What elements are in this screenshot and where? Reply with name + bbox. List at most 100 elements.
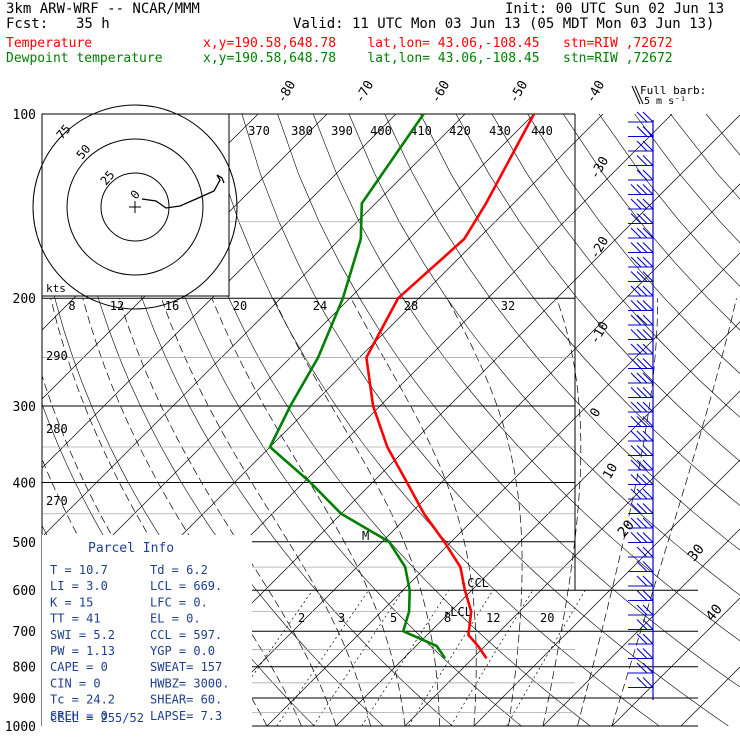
wind-barb: [636, 445, 648, 456]
wind-barb: [630, 503, 642, 514]
dewpoint-point-info: x,y=190.58,648.78 lat,lon= 43.06,-108.45…: [203, 51, 673, 66]
wind-barb: [636, 256, 648, 268]
wind-barb: [642, 227, 654, 239]
parcel-value-right: YGP = 0.0: [150, 644, 215, 658]
dry-adiabat-label: 270: [46, 494, 68, 508]
sounding-curves: [268, 114, 536, 660]
mixing-ratio-label: 2: [298, 611, 305, 625]
wind-barb: [636, 416, 648, 427]
isotherm-line: [611, 597, 740, 726]
wind-barb: [630, 358, 642, 369]
wind-barb: [642, 184, 654, 195]
wind-barb: [630, 184, 642, 195]
wind-barb: [636, 517, 648, 529]
temperature-line: [365, 114, 536, 660]
wind-barb: [642, 488, 654, 500]
pressure-tick-label: 200: [13, 292, 36, 307]
wind-barb: [636, 126, 648, 137]
dry-adiabat-line: [241, 114, 729, 726]
wind-barb: [642, 358, 654, 369]
wind-barb: [636, 184, 648, 195]
parcel-value-left: T = 10.7: [50, 563, 108, 577]
dry-adiabat-line: [598, 114, 740, 287]
wind-barb: [636, 285, 648, 297]
dry-adiabat-line: [491, 114, 740, 418]
moist-adiabat-line: [446, 298, 523, 726]
parcel-info-box: Parcel Info T = 10.7 Td = 6.2 LI = 3.0 LCL =…: [42, 535, 252, 727]
wind-barb: [642, 546, 654, 558]
wind-barb: [630, 459, 642, 471]
wind-barb: [636, 401, 648, 413]
isotherm-label: -10: [587, 319, 612, 347]
wind-barb: [636, 169, 648, 181]
wind-barb: [642, 430, 654, 442]
theta-label: 390: [331, 124, 353, 138]
m-marker: M: [362, 529, 369, 543]
isotherm-label: 10: [600, 461, 621, 482]
wind-barb: [630, 213, 642, 224]
parcel-value-left: Tc = 24.2: [50, 693, 115, 707]
wind-barb: [642, 662, 654, 674]
dry-adiabat-line: [170, 114, 591, 726]
wind-speed-label: 32: [501, 299, 515, 313]
parcel-title: Parcel Info: [88, 541, 174, 556]
isotherm-label: -70: [352, 78, 377, 106]
wind-barb: [630, 343, 642, 355]
wind-barb: [636, 271, 648, 282]
theta-label: 440: [531, 124, 553, 138]
wind-barb: [636, 474, 648, 485]
parcel-box-background: [42, 535, 252, 727]
barb-legend-sample: [634, 85, 644, 105]
moist-adiabat-line: [577, 298, 658, 726]
theta-label: 400: [370, 124, 392, 138]
model-title: 3km ARW-WRF -- NCAR/MMM: [6, 1, 200, 17]
barb-legend-label: Full barb:: [640, 84, 706, 97]
pressure-tick-label: 800: [13, 661, 36, 676]
valid-time: Valid: 11 UTC Mon 03 Jun 13 (05 MDT Mon …: [293, 16, 715, 32]
wind-barb: [642, 619, 654, 630]
init-time: Init: 00 UTC Sun 02 Jun 13: [505, 1, 725, 17]
wind-barb: [630, 372, 642, 384]
wind-barb: [636, 198, 648, 210]
dry-adiabat-line: [384, 114, 740, 551]
moist-adiabat-line: [350, 298, 477, 726]
dewpoint-line: [268, 114, 447, 660]
fcst-value: 35 h: [76, 16, 110, 32]
theta-label: 380: [291, 124, 313, 138]
wind-barb: [642, 387, 654, 398]
isotherm-label: -80: [274, 78, 299, 106]
dry-adiabat-line: [348, 114, 740, 596]
wind-barb: [642, 517, 654, 529]
parcel-value-right: LAPSE= 7.3: [150, 709, 222, 723]
wind-barb: [642, 140, 654, 152]
isotherm-label: -50: [506, 78, 531, 106]
parcel-value-right: EL = 0.: [150, 612, 201, 626]
dry-adiabat-line: [455, 114, 740, 462]
hodograph-trace: [141, 174, 225, 209]
wind-barb: [642, 169, 654, 181]
dry-adiabat-line: [670, 114, 740, 200]
wind-speed-label: 28: [404, 299, 418, 313]
parcel-value-right: SHEAR= 60.: [150, 693, 222, 707]
temperature-legend: Temperature: [6, 36, 93, 51]
wind-barb: [636, 590, 648, 601]
parcel-value-right: CCL = 597.: [150, 628, 222, 642]
wind-barb: [642, 198, 654, 210]
theta-label: 430: [489, 124, 511, 138]
isotherm-label: -20: [587, 234, 612, 262]
isotherm-line: [266, 252, 740, 726]
theta-label: 370: [248, 124, 270, 138]
wind-speed-label: 20: [233, 299, 247, 313]
wind-barb: [636, 604, 648, 616]
wind-barb: [642, 677, 654, 688]
wind-barb: [636, 242, 648, 253]
wind-barb: [642, 155, 654, 166]
isotherm-label: 0: [587, 406, 604, 420]
wind-barb: [636, 155, 648, 166]
wind-barb: [636, 633, 648, 645]
theta-label: 420: [449, 124, 471, 138]
parcel-value-left: LI = 3.0: [50, 579, 108, 593]
pressure-tick-label: 600: [13, 584, 36, 599]
wind-barb: [630, 314, 642, 326]
wind-barb: [630, 445, 642, 456]
